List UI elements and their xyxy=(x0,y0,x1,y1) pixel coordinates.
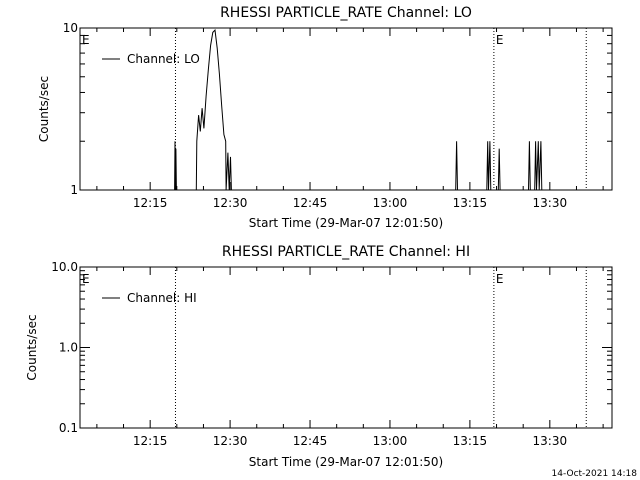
chart1-x-tick-label: 12:15 xyxy=(133,196,168,210)
chart1-event-marker-label: E xyxy=(82,33,90,47)
chart2-event-marker-label: E xyxy=(82,272,90,286)
chart2-x-tick-label: 13:15 xyxy=(453,434,488,448)
chart1-event-marker-label: E xyxy=(496,33,504,47)
chart2-x-tick-label: 12:30 xyxy=(213,434,248,448)
chart2-y-tick-label: 1.0 xyxy=(59,341,78,355)
chart2-x-axis-label: Start Time (29-Mar-07 12:01:50) xyxy=(249,455,443,469)
chart2-legend-label: Channel: HI xyxy=(127,291,197,305)
chart1-title: RHESSI PARTICLE_RATE Channel: LO xyxy=(220,5,472,21)
chart2-x-tick-label: 13:00 xyxy=(373,434,408,448)
chart1-x-tick-label: 13:15 xyxy=(453,196,488,210)
chart2-x-tick-label: 12:45 xyxy=(293,434,328,448)
chart2-event-marker-label: E xyxy=(496,272,504,286)
chart1-x-tick-label: 13:00 xyxy=(373,196,408,210)
chart2-y-tick-label: 10.0 xyxy=(51,260,78,274)
chart1-x-tick-label: 12:30 xyxy=(213,196,248,210)
chart1-y-tick-label: 10 xyxy=(63,21,78,35)
chart1-legend-label: Channel: LO xyxy=(127,52,200,66)
chart2-title: RHESSI PARTICLE_RATE Channel: HI xyxy=(222,244,470,260)
chart2-x-tick-label: 12:15 xyxy=(133,434,168,448)
chart1-series-line xyxy=(174,28,543,191)
chart1-x-axis-label: Start Time (29-Mar-07 12:01:50) xyxy=(249,216,443,230)
chart2-x-tick-label: 13:30 xyxy=(533,434,568,448)
chart1-x-tick-label: 13:30 xyxy=(533,196,568,210)
chart1-y-tick-label: 1 xyxy=(70,183,78,197)
chart1-y-axis-label: Counts/sec xyxy=(37,76,51,142)
footer-timestamp: 14-Oct-2021 14:18 xyxy=(552,469,638,479)
chart1-x-tick-label: 12:45 xyxy=(293,196,328,210)
chart2-y-tick-label: 0.1 xyxy=(59,421,78,435)
chart2-y-axis-label: Counts/sec xyxy=(25,314,39,380)
